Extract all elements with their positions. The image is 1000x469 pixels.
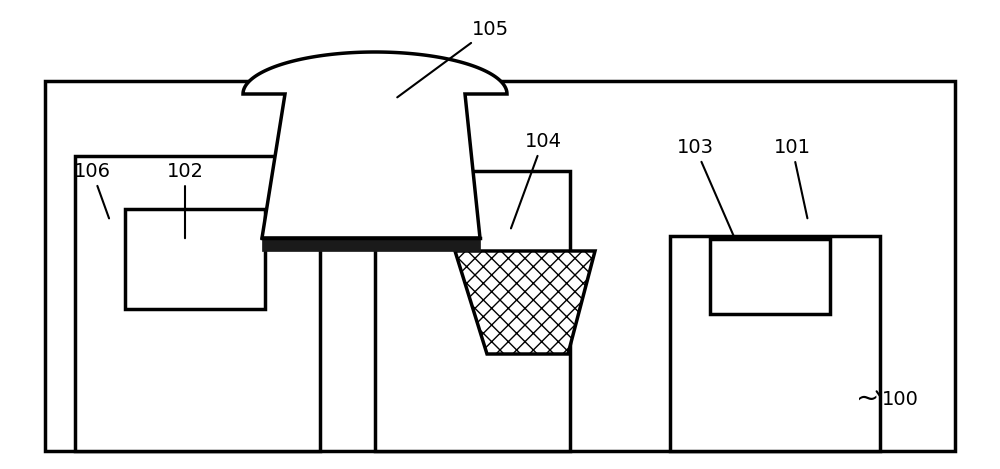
Text: 101: 101 (774, 137, 810, 218)
Text: 102: 102 (166, 161, 204, 238)
Text: 104: 104 (511, 131, 562, 228)
Text: 106: 106 (74, 161, 110, 219)
Bar (125, 209, 265, 309)
Text: 105: 105 (397, 20, 509, 98)
Text: ~: ~ (856, 385, 880, 413)
Bar (262, 238, 480, 251)
Polygon shape (455, 251, 595, 354)
Text: 103: 103 (676, 137, 734, 236)
Text: 100: 100 (882, 389, 918, 408)
Bar (375, 171, 570, 451)
Bar (670, 236, 880, 451)
Polygon shape (243, 52, 507, 238)
Bar (75, 156, 320, 451)
Bar (710, 239, 830, 314)
Bar (45, 81, 955, 451)
